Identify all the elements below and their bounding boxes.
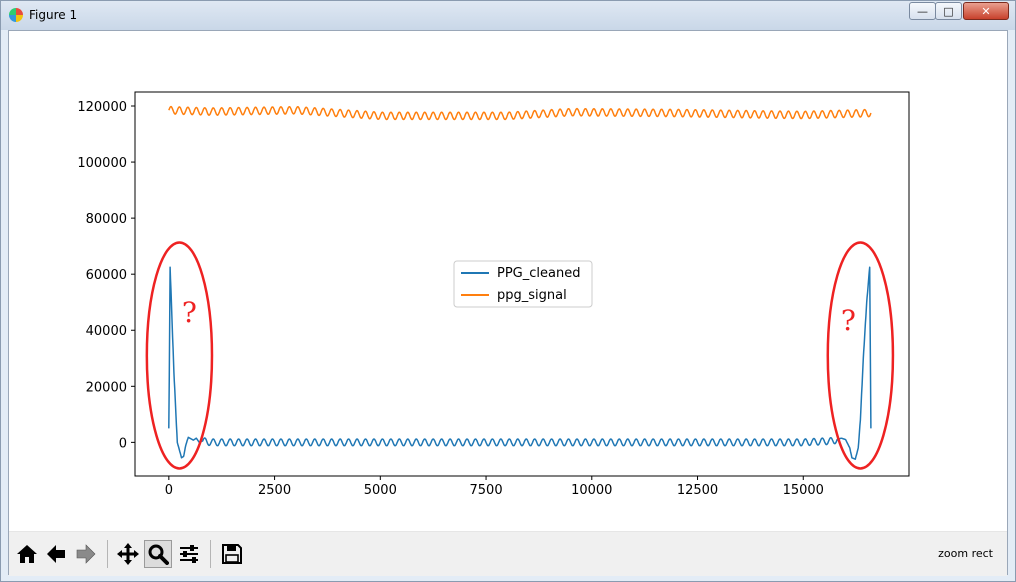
window-title: Figure 1 [29, 8, 78, 22]
matplotlib-icon [9, 8, 23, 22]
magnifier-icon [148, 544, 169, 565]
y-tick-label: 60000 [86, 268, 127, 283]
x-tick-label: 15000 [783, 483, 824, 498]
y-tick-label: 80000 [86, 212, 127, 227]
close-button[interactable]: ✕ [963, 2, 1009, 20]
y-tick-label: 20000 [86, 380, 127, 395]
home-button[interactable] [13, 540, 41, 568]
toolbar-separator [210, 540, 211, 568]
annotations: ?? [145, 241, 895, 470]
x-tick-label: 10000 [571, 483, 612, 498]
legend-label-ppg-cleaned: PPG_cleaned [497, 266, 580, 281]
x-tick-label: 7500 [470, 483, 503, 498]
y-tick-label: 100000 [77, 156, 127, 171]
toolbar-separator [107, 540, 108, 568]
arrow-right-icon [76, 544, 96, 564]
zoom-button[interactable] [144, 540, 172, 568]
annotation-question-mark: ? [182, 296, 197, 329]
maximize-button[interactable]: □ [935, 2, 962, 20]
x-tick-label: 2500 [258, 483, 291, 498]
x-tick-label: 5000 [364, 483, 397, 498]
title-bar[interactable]: Figure 1 — □ ✕ [1, 1, 1015, 30]
x-tick-label: 12500 [677, 483, 718, 498]
status-message: zoom rect [938, 547, 993, 560]
floppy-icon [222, 544, 242, 564]
plot-lines [168, 105, 872, 460]
annotation-ellipse [826, 241, 895, 470]
x-tick-label: 0 [165, 483, 173, 498]
forward-button[interactable] [72, 540, 100, 568]
minimize-button[interactable]: — [909, 2, 936, 20]
annotation-question-mark: ? [841, 304, 856, 337]
move-icon [117, 543, 139, 565]
pan-button[interactable] [114, 540, 142, 568]
sliders-icon [180, 545, 198, 563]
arrow-left-icon [47, 545, 65, 563]
y-tick-label: 40000 [86, 324, 127, 339]
figure-canvas-area: 0 2500 5000 7500 10000 12500 15000 0 20000 40000… [8, 30, 1008, 576]
legend-label-ppg-signal: ppg_signal [497, 288, 567, 303]
save-button[interactable] [218, 540, 246, 568]
annotation-ellipse [145, 241, 214, 470]
x-axis: 0 2500 5000 7500 10000 12500 15000 [165, 476, 824, 498]
y-tick-label: 120000 [77, 100, 127, 115]
series-line-ppg-signal [168, 105, 872, 121]
navigation-toolbar: zoom rect [9, 531, 1007, 576]
legend: PPG_cleaned ppg_signal [453, 260, 593, 308]
configure-subplots-button[interactable] [175, 540, 203, 568]
y-axis: 0 20000 40000 60000 80000 100000 120000 [77, 100, 135, 451]
series-line-ppg-cleaned [168, 266, 872, 460]
back-button[interactable] [42, 540, 70, 568]
plot-canvas[interactable]: 0 2500 5000 7500 10000 12500 15000 0 20000 40000… [9, 31, 1007, 531]
home-icon [17, 545, 37, 563]
y-tick-label: 0 [119, 436, 127, 451]
